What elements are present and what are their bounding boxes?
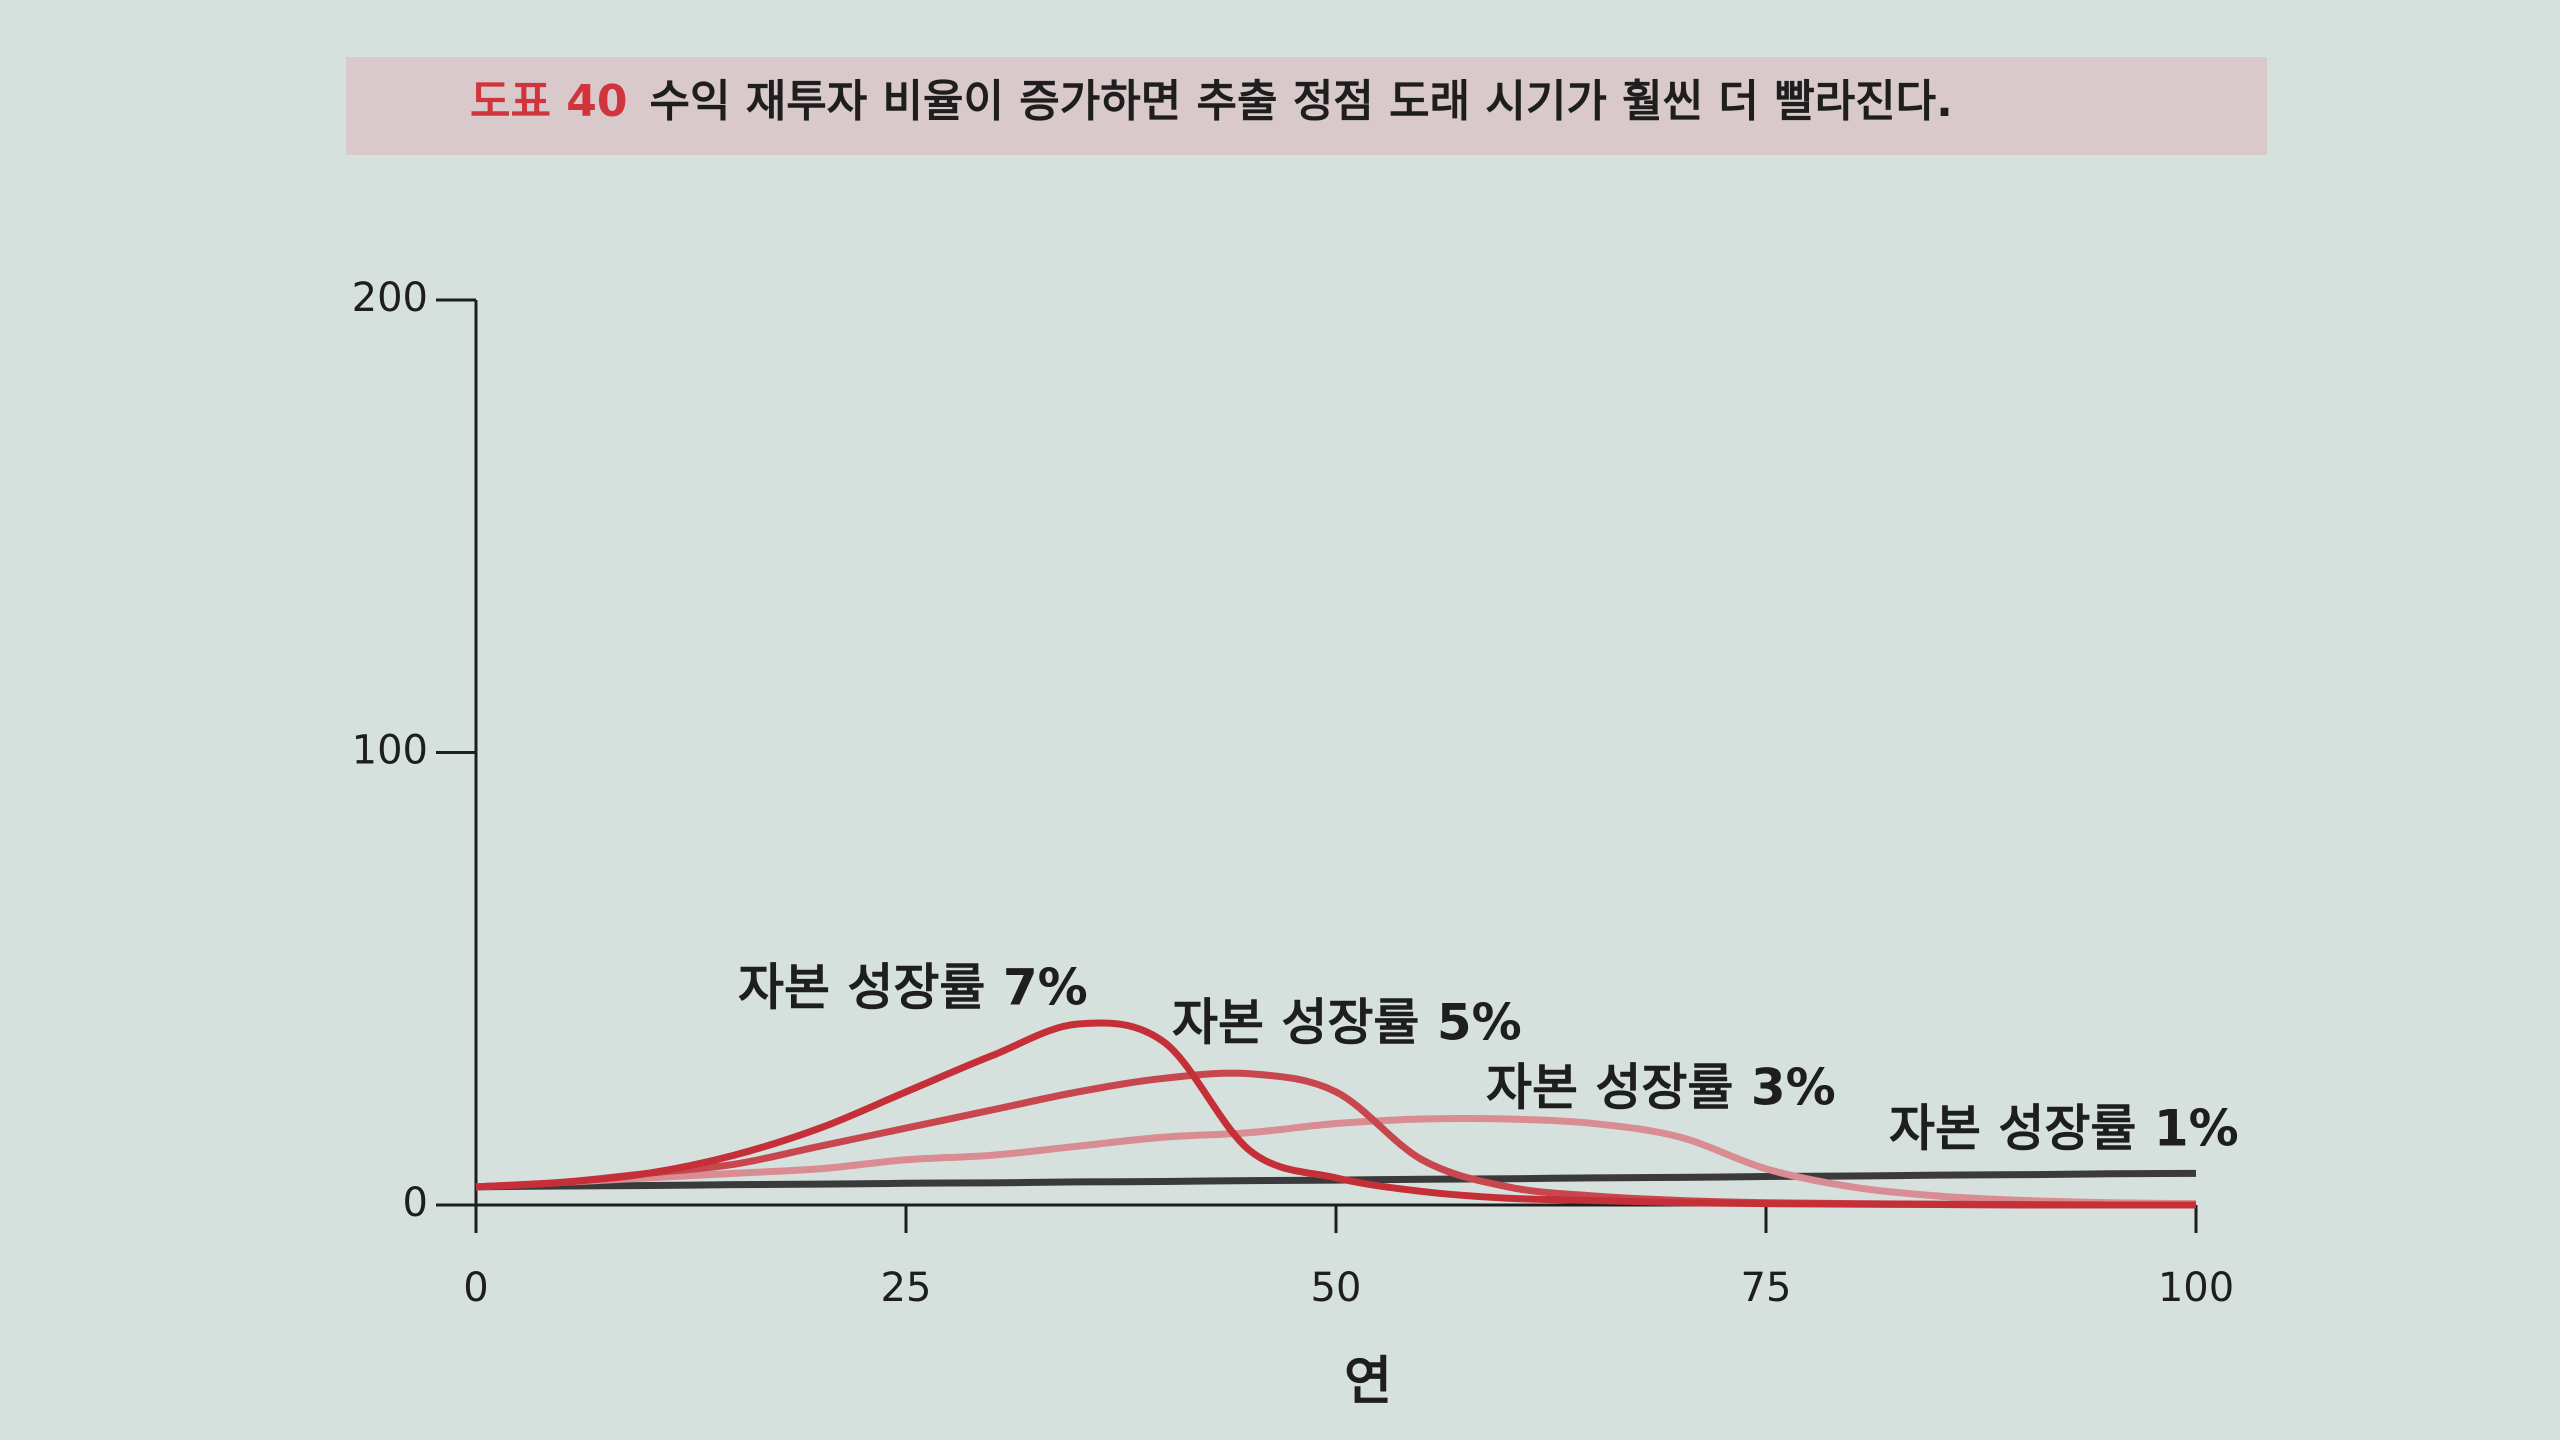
- y-tick-label: 200: [352, 275, 428, 321]
- series-label: 자본 성장률 3%: [1486, 1059, 1836, 1117]
- x-tick-label: 25: [881, 1265, 932, 1311]
- y-tick-label: 100: [352, 728, 428, 774]
- x-axis-label: 연: [1344, 1352, 1392, 1412]
- series-label: 자본 성장률 1%: [1889, 1100, 2239, 1158]
- title-band: [346, 57, 2267, 155]
- x-tick-label: 100: [2158, 1265, 2234, 1311]
- series-line: [475, 1019, 2196, 1209]
- series-label: 자본 성장률 7%: [738, 959, 1088, 1017]
- series-label: 자본 성장률 5%: [1172, 994, 1522, 1052]
- figure-number: 도표 40: [470, 76, 628, 127]
- series-line: [475, 1114, 2197, 1208]
- x-tick-label: 75: [1741, 1265, 1792, 1311]
- title-text: 수익 재투자 비율이 증가하면 추출 정점 도래 시기가 훨씬 더 빨라진다.: [650, 76, 1953, 127]
- y-tick-label: 0: [403, 1180, 428, 1226]
- x-tick-label: 50: [1311, 1265, 1362, 1311]
- x-tick-label: 0: [463, 1265, 488, 1311]
- chart-title: 도표 40 수익 재투자 비율이 증가하면 추출 정점 도래 시기가 훨씬 더 빨…: [470, 76, 1953, 127]
